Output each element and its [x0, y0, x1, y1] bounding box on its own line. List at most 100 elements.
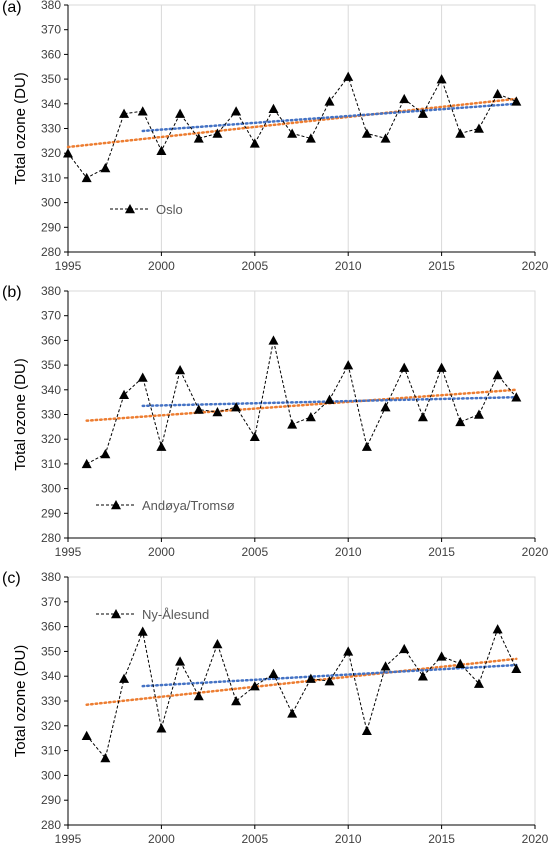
legend-marker	[111, 609, 121, 619]
data-point-marker	[81, 458, 92, 469]
legend: Andøya/Tromsø	[96, 498, 235, 513]
data-point-marker	[175, 365, 186, 375]
x-tick-label: 2020	[522, 545, 549, 559]
data-point-marker	[511, 96, 522, 106]
y-tick-label: 340	[41, 383, 61, 397]
data-point-marker	[175, 108, 186, 118]
data-point-marker	[399, 643, 410, 654]
y-tick-label: 320	[41, 146, 61, 160]
data-point-marker	[361, 128, 372, 138]
legend-label: Oslo	[156, 202, 183, 217]
data-point-marker	[305, 133, 316, 143]
x-tick-label: 2000	[148, 259, 175, 273]
x-tick-label: 2005	[241, 545, 268, 559]
data-point-marker	[137, 626, 148, 636]
y-tick-label: 290	[41, 220, 61, 234]
trend-line	[85, 657, 518, 706]
data-point-marker	[305, 411, 316, 422]
y-tick-label: 290	[41, 793, 61, 807]
data-point-marker	[100, 753, 111, 763]
y-tick-label: 330	[41, 694, 61, 708]
y-tick-label: 360	[41, 620, 61, 634]
data-point-marker	[193, 133, 204, 143]
data-point-marker	[231, 402, 242, 412]
data-point-marker	[193, 404, 204, 414]
y-tick-label: 350	[41, 358, 61, 372]
y-tick-label: 360	[41, 47, 61, 61]
data-point-marker	[436, 651, 447, 661]
y-axis-label: Total ozone (DU)	[12, 645, 29, 758]
series-line	[67, 75, 517, 179]
data-point-marker	[361, 725, 372, 736]
x-tick-label: 2015	[428, 259, 455, 273]
y-tick-label: 360	[41, 333, 61, 347]
trend-line	[141, 663, 518, 688]
trend-line	[141, 102, 518, 133]
data-point-marker	[119, 108, 130, 118]
data-point-marker	[287, 419, 298, 429]
data-point-marker	[380, 402, 391, 412]
y-tick-label: 350	[41, 72, 61, 86]
data-point-marker	[492, 88, 503, 99]
data-point-marker	[511, 663, 522, 674]
y-tick-label: 300	[41, 196, 61, 210]
y-tick-label: 300	[41, 768, 61, 782]
panel-label: (b)	[2, 284, 22, 301]
data-point-marker	[212, 128, 223, 138]
y-tick-label: 370	[41, 595, 61, 609]
plot-area	[67, 290, 536, 539]
y-tick-label: 340	[41, 97, 61, 111]
x-tick-label: 2015	[428, 832, 455, 846]
data-point-marker	[137, 106, 148, 116]
y-tick-label: 380	[41, 570, 61, 584]
data-point-marker	[81, 730, 92, 740]
data-point-marker	[287, 128, 298, 138]
data-point-marker	[268, 668, 279, 678]
y-tick-label: 370	[41, 309, 61, 323]
data-point-marker	[249, 681, 260, 691]
data-point-marker	[268, 335, 279, 345]
series-line	[86, 627, 517, 760]
legend-label: Andøya/Tromsø	[142, 498, 235, 513]
data-point-marker	[81, 172, 92, 183]
x-tick-label: 1995	[55, 545, 82, 559]
legend-marker	[111, 500, 121, 510]
y-tick-label: 310	[41, 171, 61, 185]
x-tick-label: 2010	[335, 545, 362, 559]
data-point-marker	[231, 696, 242, 706]
data-point-marker	[473, 409, 484, 419]
data-point-marker	[212, 638, 223, 649]
data-point-marker	[492, 624, 503, 634]
data-point-marker	[231, 106, 242, 116]
data-point-marker	[156, 723, 167, 733]
data-point-marker	[193, 691, 204, 701]
y-tick-label: 330	[41, 408, 61, 422]
data-point-marker	[305, 673, 316, 683]
x-tick-label: 2000	[148, 545, 175, 559]
y-tick-label: 320	[41, 432, 61, 446]
data-point-marker	[287, 708, 298, 718]
data-point-marker	[343, 71, 354, 81]
y-tick-label: 350	[41, 644, 61, 658]
data-point-marker	[417, 108, 428, 118]
y-tick-label: 320	[41, 719, 61, 733]
y-tick-label: 370	[41, 23, 61, 37]
series-line	[86, 340, 517, 465]
chart-panel-1: 280 290 300 310 320 330 340 350 360 370 380 1995 200…	[2, 0, 549, 273]
data-point-marker	[399, 93, 410, 104]
legend-label: Ny-Ålesund	[142, 607, 209, 622]
data-point-marker	[175, 656, 186, 666]
data-point-marker	[455, 128, 466, 138]
y-tick-label: 380	[41, 284, 61, 298]
x-tick-label: 2005	[241, 259, 268, 273]
legend: Ny-Ålesund	[96, 607, 209, 622]
y-tick-label: 310	[41, 457, 61, 471]
x-tick-label: 1995	[55, 259, 82, 273]
data-point-marker	[417, 671, 428, 681]
y-tick-label: 310	[41, 744, 61, 758]
legend: Oslo	[110, 202, 183, 217]
y-tick-label: 330	[41, 122, 61, 136]
x-tick-label: 2020	[522, 259, 549, 273]
y-tick-label: 290	[41, 506, 61, 520]
data-point-marker	[100, 449, 111, 459]
